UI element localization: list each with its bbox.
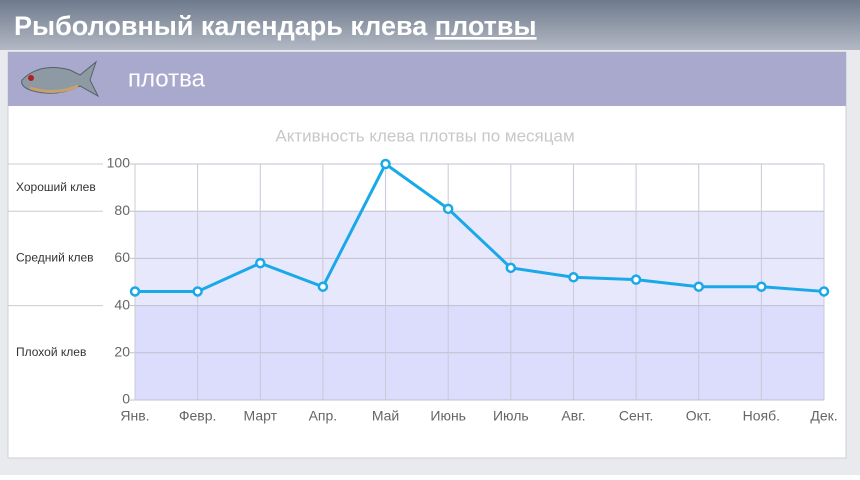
y-tick-label: 100 [107, 155, 131, 171]
x-tick-label: Окт. [686, 408, 712, 424]
x-tick-label: Июль [493, 408, 529, 424]
point [693, 281, 704, 292]
point [568, 272, 579, 283]
point [630, 274, 642, 285]
point [818, 286, 830, 297]
y-tick-label: 20 [114, 344, 130, 360]
chart-title: Активность клева плотвы по месяцам [275, 126, 574, 145]
fish-icon [21, 60, 100, 98]
x-tick-label: Февр. [179, 408, 217, 424]
y-tick-label: 40 [114, 296, 130, 312]
point [505, 262, 517, 274]
x-tick-label: Нояб. [743, 408, 780, 424]
page-title: Рыболовный календарь клева плотвы [14, 11, 537, 41]
point [129, 286, 141, 297]
plot-band [135, 164, 824, 212]
point [380, 158, 391, 170]
x-tick-label: Март [244, 408, 278, 424]
x-tick-label: Янв. [120, 408, 149, 424]
y-tick-label: 0 [122, 391, 130, 407]
band-label: Хороший клев [16, 180, 96, 194]
y-tick-label: 80 [114, 202, 130, 218]
x-tick-label: Апр. [309, 408, 338, 424]
x-tick-label: Авг. [561, 408, 585, 424]
series-line [135, 161, 825, 293]
panel-header [8, 52, 846, 106]
point [442, 203, 454, 215]
header-bar [0, 0, 860, 50]
x-tick-label: Сент. [619, 408, 653, 424]
band-label: Средний клев [16, 251, 94, 265]
point [756, 281, 767, 292]
page-title-link[interactable]: плотвы [435, 11, 537, 41]
x-tick-label: Дек. [810, 408, 837, 424]
y-tick-label: 60 [114, 249, 130, 265]
x-tick-label: Май [372, 408, 399, 424]
point [317, 281, 329, 292]
point [255, 257, 266, 269]
x-tick-label: Июнь [430, 408, 466, 424]
band-label: Плохой клев [16, 345, 86, 359]
point [192, 286, 203, 297]
panel-title: плотва [128, 65, 206, 92]
page-title-text: Рыболовный календарь клева [14, 11, 428, 41]
